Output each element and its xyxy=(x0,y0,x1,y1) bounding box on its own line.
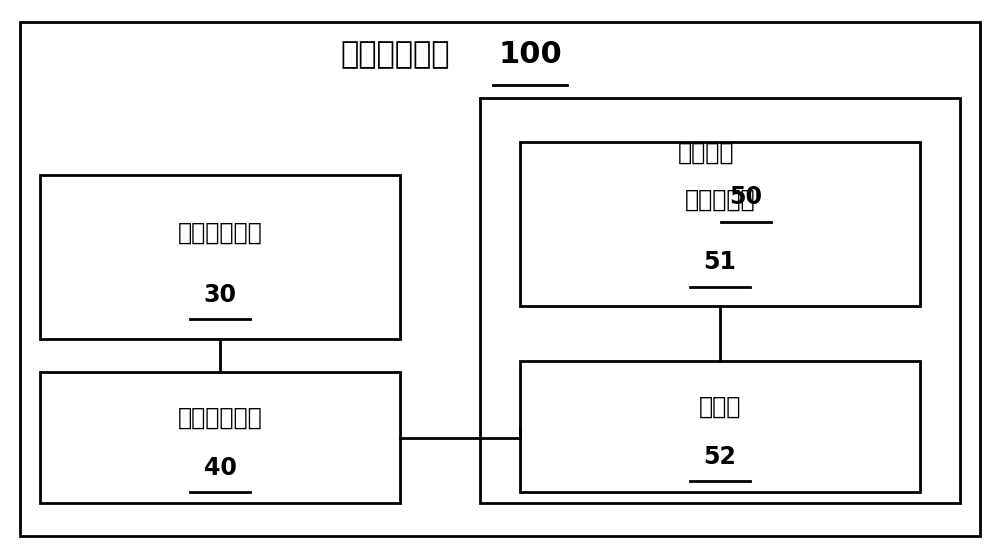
Bar xyxy=(40,175,400,339)
Text: 气调装置: 气调装置 xyxy=(677,141,734,165)
Text: 100: 100 xyxy=(498,40,562,69)
Text: 冷藏冷冻设备: 冷藏冷冻设备 xyxy=(340,40,450,69)
Text: 30: 30 xyxy=(204,283,237,307)
Text: 52: 52 xyxy=(704,445,736,469)
Text: 抽气泵: 抽气泵 xyxy=(699,395,741,419)
Text: 触发获取装置: 触发获取装置 xyxy=(178,220,262,245)
Bar xyxy=(520,142,920,306)
Text: 气调膜组件: 气调膜组件 xyxy=(685,188,755,212)
Text: 40: 40 xyxy=(204,456,236,480)
Text: 状况确定装置: 状况确定装置 xyxy=(178,406,262,430)
Bar xyxy=(40,372,400,503)
Text: 51: 51 xyxy=(704,250,736,274)
Bar xyxy=(480,98,960,503)
Bar xyxy=(520,361,920,492)
Text: 50: 50 xyxy=(729,185,762,209)
